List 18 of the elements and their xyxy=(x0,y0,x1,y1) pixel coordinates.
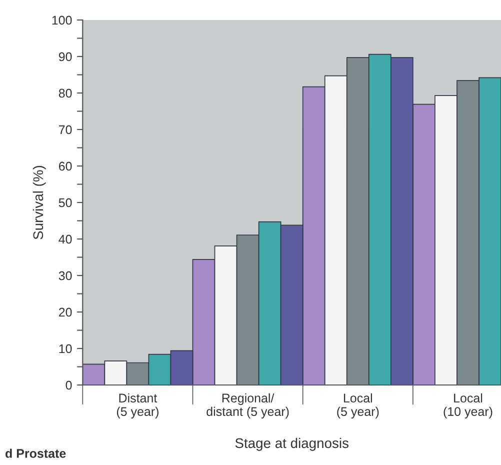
text: d Prostate xyxy=(6,448,66,458)
y-tick-label: 100 xyxy=(52,16,72,25)
y-tick-label: 90 xyxy=(58,52,72,62)
x-tick-label: Local (5 year) xyxy=(337,393,379,418)
y-tick-label: 70 xyxy=(58,125,72,134)
x-axis-title: Stage at diagnosis xyxy=(235,438,348,451)
y-tick-label: 40 xyxy=(58,234,72,244)
y-tick-label: 80 xyxy=(58,88,72,98)
y-tick-label: 60 xyxy=(58,162,72,171)
y-tick-label: 0 xyxy=(66,380,72,390)
y-tick-label: 30 xyxy=(58,271,72,280)
y-tick-label: 20 xyxy=(58,308,72,317)
y-tick-label: 50 xyxy=(58,198,72,208)
x-tick-label: Distant (5 year) xyxy=(116,393,158,418)
y-axis-title: Survival (%) xyxy=(32,166,46,240)
x-tick-label: Regional/ distant (5 year) xyxy=(206,393,289,418)
y-tick-label: 10 xyxy=(59,344,72,354)
x-tick-label: Local (10 year) xyxy=(444,393,492,418)
